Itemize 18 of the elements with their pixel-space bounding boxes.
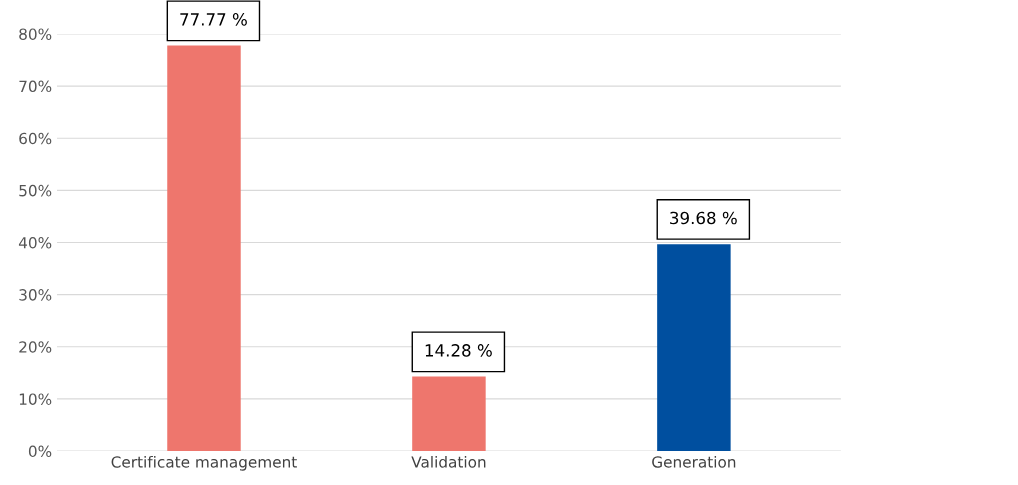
y-tick-label: 60% (19, 132, 52, 145)
x-tick-label: Generation (652, 455, 736, 468)
y-tick-label: 80% (19, 28, 52, 40)
y-tick-label: 10% (19, 393, 52, 405)
data-label: 14.28 % (425, 344, 492, 357)
y-tick-label: 70% (19, 80, 52, 93)
bar (167, 45, 241, 452)
data-label: 77.77 % (180, 13, 247, 26)
bar (412, 376, 486, 452)
x-tick-label: Validation (411, 455, 486, 468)
y-tick-label: 0% (28, 445, 52, 458)
y-tick-label: 20% (19, 341, 52, 353)
y-tick-label: 30% (19, 289, 52, 301)
y-tick-label: 40% (18, 236, 52, 249)
bar (657, 244, 731, 452)
x-tick-label: Certificate management (111, 455, 297, 471)
y-tick-label: 50% (19, 184, 52, 197)
data-label: 39.68 % (670, 211, 737, 225)
